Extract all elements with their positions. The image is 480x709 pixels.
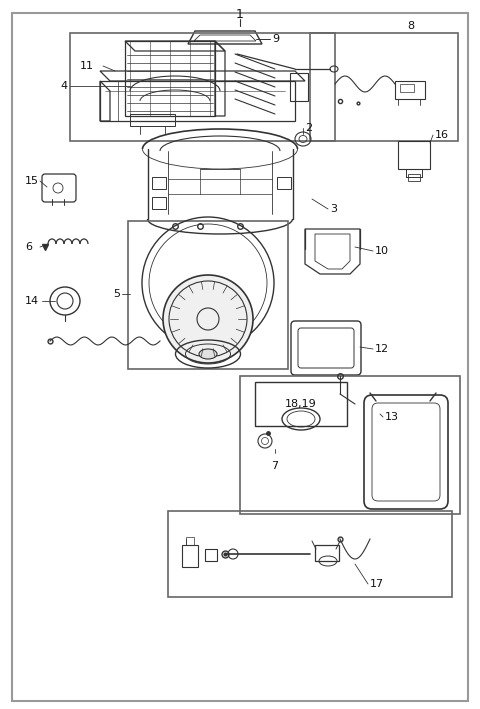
Ellipse shape (199, 349, 217, 359)
Text: 15: 15 (25, 176, 39, 186)
Bar (100, 81, 295, 121)
Bar (130, 114, 175, 126)
Text: 10: 10 (375, 246, 389, 256)
Text: 17: 17 (370, 579, 384, 589)
Bar (290, 73, 308, 101)
Text: 7: 7 (271, 461, 278, 471)
Bar (310, 33, 458, 141)
Bar (398, 141, 430, 169)
Bar (315, 545, 339, 561)
Ellipse shape (163, 275, 253, 363)
Text: 9: 9 (272, 34, 279, 44)
Text: 16: 16 (435, 130, 449, 140)
Bar (152, 197, 166, 209)
Bar (408, 174, 420, 181)
Text: 4: 4 (61, 81, 68, 91)
Bar (186, 537, 194, 545)
Bar (70, 33, 335, 141)
Text: 6: 6 (25, 242, 32, 252)
Bar (168, 511, 452, 597)
Text: 8: 8 (407, 21, 414, 31)
Text: 1: 1 (236, 9, 244, 21)
Bar (395, 81, 425, 99)
Text: 5: 5 (113, 289, 120, 299)
Text: 12: 12 (375, 344, 389, 354)
Text: 14: 14 (25, 296, 39, 306)
Text: 13: 13 (385, 412, 399, 422)
Text: 2: 2 (305, 123, 312, 133)
Bar (400, 84, 414, 92)
Bar (277, 177, 291, 189)
Bar (125, 41, 215, 116)
Bar (182, 545, 198, 567)
Text: 11: 11 (80, 61, 94, 71)
Bar (152, 177, 166, 189)
Bar (240, 376, 460, 514)
Bar (128, 221, 288, 369)
Bar (205, 549, 217, 561)
Text: 3: 3 (330, 204, 337, 214)
Bar (255, 382, 347, 426)
Text: 18,19: 18,19 (285, 399, 317, 409)
